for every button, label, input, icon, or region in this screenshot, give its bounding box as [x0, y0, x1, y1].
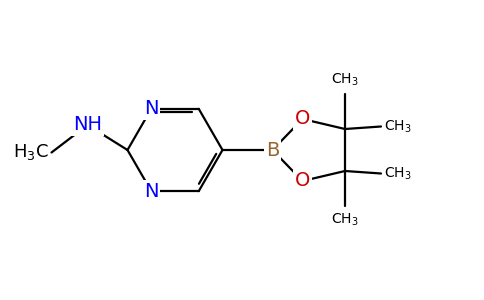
- Text: H$_3$C: H$_3$C: [13, 142, 49, 163]
- Text: CH$_3$: CH$_3$: [331, 212, 359, 228]
- Text: NH: NH: [73, 116, 102, 134]
- Text: N: N: [144, 182, 158, 201]
- Text: O: O: [295, 172, 310, 190]
- Text: CH$_3$: CH$_3$: [383, 165, 411, 182]
- Text: O: O: [295, 110, 310, 128]
- Text: CH$_3$: CH$_3$: [383, 118, 411, 135]
- Text: CH$_3$: CH$_3$: [331, 72, 359, 88]
- Text: B: B: [266, 140, 279, 160]
- Text: N: N: [144, 99, 158, 119]
